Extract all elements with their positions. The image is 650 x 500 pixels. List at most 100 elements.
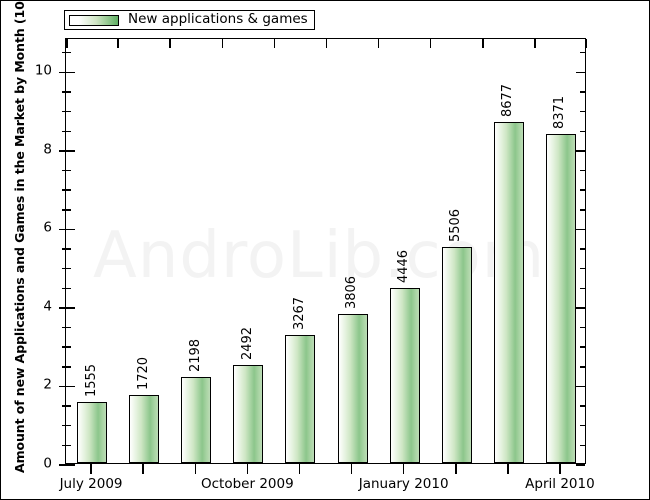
x-axis-top-tick xyxy=(169,39,171,48)
x-axis-tick xyxy=(246,464,249,474)
y-axis-tick xyxy=(66,228,75,231)
y-axis-tick xyxy=(580,366,585,368)
y-axis-tick-outer xyxy=(62,189,66,191)
y-axis-tick xyxy=(66,150,75,152)
y-axis-tick-outer xyxy=(62,130,66,133)
y-axis-tick-outer xyxy=(62,326,66,329)
bar xyxy=(389,288,420,463)
legend-label: New applications & games xyxy=(128,11,308,28)
y-axis-label: 4 xyxy=(43,298,52,315)
bar xyxy=(337,313,368,463)
y-axis-tick xyxy=(580,51,585,54)
y-axis-tick xyxy=(576,228,585,231)
chart-legend: New applications & games xyxy=(64,10,315,30)
y-axis-tick xyxy=(580,405,585,407)
plot-area xyxy=(59,38,587,466)
y-axis-tick xyxy=(580,248,585,250)
y-axis-tick-outer xyxy=(62,169,66,172)
y-axis-tick xyxy=(66,110,71,113)
y-axis-tick xyxy=(580,326,585,329)
bar xyxy=(77,401,108,463)
bar xyxy=(129,395,160,463)
y-axis-tick xyxy=(66,385,75,388)
x-axis-tick xyxy=(142,464,144,474)
y-axis-tick xyxy=(576,307,585,309)
y-axis-tick xyxy=(66,307,75,309)
y-axis-label: 6 xyxy=(43,219,52,236)
y-axis-tick-outer xyxy=(62,51,66,54)
y-axis-tick xyxy=(576,150,585,152)
x-axis-top-tick xyxy=(482,39,484,48)
y-axis-tick xyxy=(66,464,75,466)
y-axis-tick-outer xyxy=(62,91,66,93)
y-axis-tick xyxy=(580,424,585,427)
y-axis-label: 2 xyxy=(43,376,52,393)
x-axis-label: April 2010 xyxy=(525,476,595,492)
x-axis-label: July 2009 xyxy=(59,476,123,492)
y-axis-label: 0 xyxy=(43,455,52,472)
y-axis-tick-outer xyxy=(62,405,66,407)
x-axis-label: October 2009 xyxy=(201,476,294,492)
y-axis-tick-outer xyxy=(62,424,66,427)
y-axis-tick xyxy=(66,130,71,133)
bar xyxy=(181,376,212,463)
y-axis-tick xyxy=(580,444,585,447)
y-axis-tick xyxy=(66,424,71,427)
x-axis-top-tick xyxy=(585,39,587,48)
bar xyxy=(493,122,524,463)
y-axis-tick xyxy=(580,267,585,270)
x-axis-label: January 2010 xyxy=(358,476,449,492)
y-axis-tick xyxy=(576,71,585,74)
bar xyxy=(285,334,316,463)
x-axis-top-tick xyxy=(66,39,68,48)
y-axis-tick-outer xyxy=(59,150,66,152)
y-axis-tick xyxy=(66,326,71,329)
y-axis-tick xyxy=(580,346,585,348)
y-axis-title: Amount of new Applications and Games in … xyxy=(12,0,27,473)
x-axis-tick xyxy=(298,464,301,474)
y-axis-tick-outer xyxy=(59,71,66,74)
bar xyxy=(441,246,472,463)
bar xyxy=(545,134,576,463)
y-axis-tick xyxy=(580,91,585,93)
y-axis-tick xyxy=(580,209,585,211)
y-axis-tick xyxy=(576,385,585,388)
gradient-swatch-icon xyxy=(69,14,119,26)
x-axis-top-tick xyxy=(117,39,119,48)
y-axis-tick-outer xyxy=(62,444,66,447)
y-axis-tick-outer xyxy=(62,366,66,368)
x-axis-tick xyxy=(90,464,92,474)
y-axis-tick-outer xyxy=(62,287,66,290)
x-axis-top-tick xyxy=(273,39,276,48)
x-axis-top-tick xyxy=(377,39,380,48)
y-axis-tick xyxy=(66,287,71,290)
y-axis-tick-outer xyxy=(59,464,66,466)
y-axis-tick xyxy=(576,464,585,466)
x-axis-top-tick xyxy=(325,39,328,48)
x-axis-tick xyxy=(194,464,196,474)
y-axis-tick xyxy=(66,51,71,54)
y-axis-tick xyxy=(66,366,71,368)
y-axis-tick-outer xyxy=(59,307,66,309)
y-axis-tick xyxy=(66,91,71,93)
y-axis-tick xyxy=(66,189,71,191)
y-axis-tick xyxy=(580,110,585,113)
x-axis-top-tick xyxy=(221,39,224,48)
bar xyxy=(233,365,264,463)
y-axis-tick-outer xyxy=(62,209,66,211)
y-axis-tick xyxy=(66,71,75,74)
x-axis-tick xyxy=(455,464,457,474)
y-axis-tick-outer xyxy=(62,248,66,250)
x-axis-top-tick xyxy=(534,39,536,48)
x-axis-tick xyxy=(507,464,509,474)
plot-inner xyxy=(59,39,587,466)
y-axis-tick-outer xyxy=(62,346,66,348)
x-axis-tick xyxy=(350,464,353,474)
y-axis-tick xyxy=(66,267,71,270)
y-axis-tick xyxy=(66,405,71,407)
x-axis-tick xyxy=(402,464,405,474)
x-axis-tick xyxy=(559,464,561,474)
y-axis-tick xyxy=(580,169,585,172)
y-axis-tick xyxy=(66,444,71,447)
